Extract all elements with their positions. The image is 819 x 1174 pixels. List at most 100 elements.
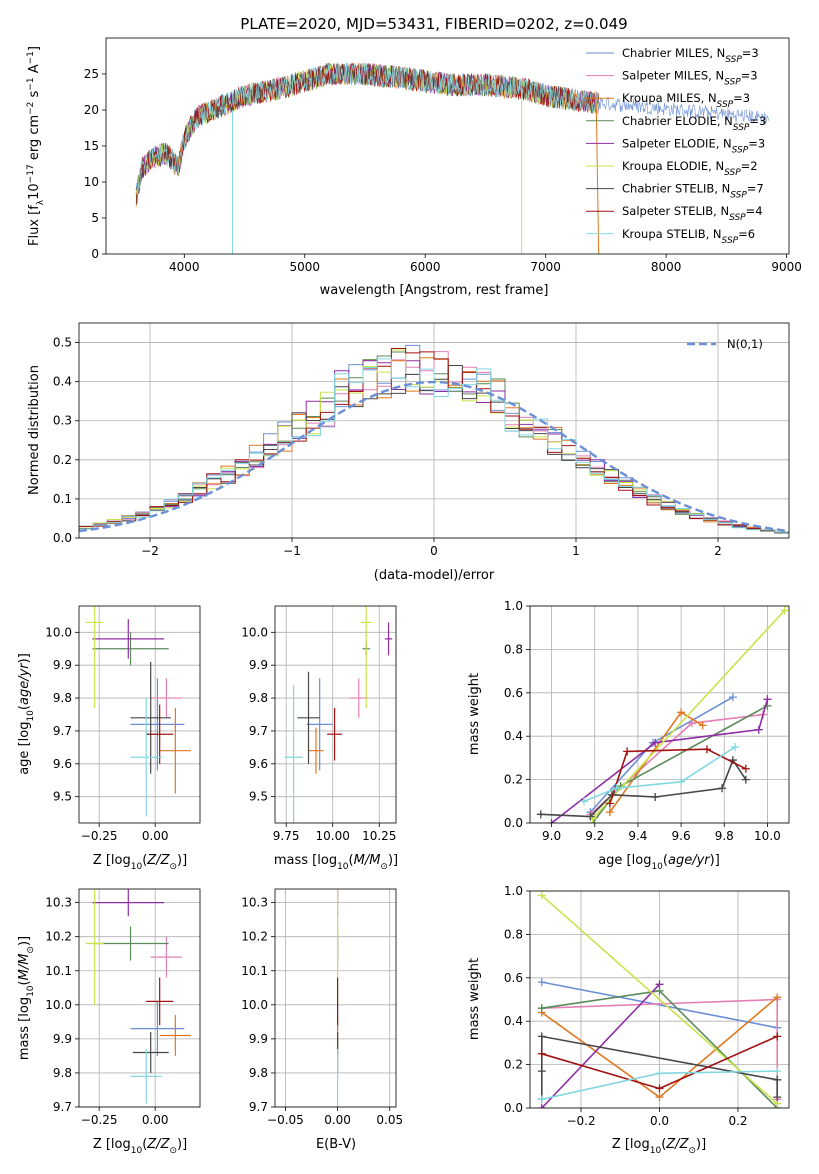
age-vs-mass-panel <box>271 605 397 827</box>
x-axis-label: E(B-V) <box>316 1137 356 1152</box>
x-axis-label: mass [log10(M/M⊙)] <box>274 853 398 872</box>
series-point <box>536 810 545 819</box>
x-tick-label: 9000 <box>771 260 802 274</box>
series-point <box>773 1093 782 1102</box>
y-tick-label: 10.0 <box>45 998 72 1012</box>
series-point <box>702 745 711 754</box>
y-tick-label: 0.3 <box>53 414 72 428</box>
x-tick-label: 8000 <box>651 260 682 274</box>
mass-vs-EBV-panel <box>271 888 397 1111</box>
y-tick-label: 10.3 <box>241 896 268 910</box>
legend-entry: Kroupa ELODIE, NSSP=2 <box>622 159 758 178</box>
y-axis-label: age [log10(age/yr)] <box>17 653 36 775</box>
y-tick-label: 25 <box>84 67 99 81</box>
residuals-marks <box>79 344 789 534</box>
massweight-vs-age-marks <box>536 606 789 823</box>
y-axis-label: mass [log10(M/M⊙)] <box>17 936 36 1060</box>
y-tick-label: 0.5 <box>53 336 72 350</box>
x-axis-label: Z [log10(Z/Z⊙)] <box>612 1137 706 1156</box>
y-tick-label: 9.5 <box>249 790 268 804</box>
series-point <box>687 719 696 728</box>
x-tick-label: 10.0 <box>754 829 781 843</box>
y-tick-label: 9.7 <box>249 724 268 738</box>
axes-frame <box>78 605 201 824</box>
axes-frame <box>529 890 790 1109</box>
y-tick-label: 10.1 <box>45 964 72 978</box>
legend-entry: Kroupa STELIB, NSSP=6 <box>622 227 755 246</box>
legend-entry: Chabrier MILES, NSSP=3 <box>622 46 759 65</box>
series-point <box>698 721 707 730</box>
y-tick-label: 9.7 <box>53 1100 72 1114</box>
y-tick-label: 0.2 <box>53 453 72 467</box>
legend-entry: Salpeter STELIB, NSSP=4 <box>622 204 763 223</box>
series-point <box>612 784 621 793</box>
x-tick-label: 0.2 <box>728 1114 747 1128</box>
massweight-vs-age-panel <box>526 605 790 827</box>
y-axis-label: mass weight <box>467 958 482 1040</box>
y-tick-label: 1.0 <box>504 599 523 613</box>
y-tick-label: 9.8 <box>53 691 72 705</box>
series-point <box>537 1067 546 1076</box>
x-tick-label: 1 <box>572 544 580 558</box>
x-tick-label: 10.25 <box>362 829 396 843</box>
series-line <box>551 699 769 823</box>
y-tick-label: 9.7 <box>249 1100 268 1114</box>
series-point <box>623 747 632 756</box>
y-tick-label: 0.8 <box>504 642 523 656</box>
y-tick-label: 15 <box>84 139 99 153</box>
y-tick-label: 0.8 <box>504 927 523 941</box>
series-point <box>605 799 614 808</box>
series-point <box>728 693 737 702</box>
x-tick-label: −2 <box>141 544 159 558</box>
y-tick-label: 0.4 <box>504 729 523 743</box>
x-tick-label: 9.4 <box>628 829 647 843</box>
gaussian-curve <box>79 380 789 533</box>
legend-entry: Chabrier STELIB, NSSP=7 <box>622 182 764 201</box>
series-point <box>537 1032 546 1041</box>
x-tick-label: 6000 <box>410 260 441 274</box>
series-point <box>763 695 772 704</box>
axes-frame <box>78 322 790 539</box>
series-line <box>609 748 747 804</box>
x-tick-label: −0.25 <box>81 1113 118 1127</box>
x-tick-label: 0.00 <box>142 1113 169 1127</box>
legend-entry: Kroupa MILES, NSSP=3 <box>622 91 750 110</box>
mass-vs-Z-panel <box>75 888 201 1111</box>
x-tick-label: −1 <box>283 544 301 558</box>
y-axis-label: mass weight <box>467 673 482 755</box>
x-tick-label: 0.00 <box>324 1113 351 1127</box>
histogram-step <box>79 348 789 533</box>
x-axis-label: wavelength [Angstrom, rest frame] <box>320 283 549 298</box>
y-tick-label: 9.9 <box>249 1032 268 1046</box>
x-tick-label: 4000 <box>169 260 200 274</box>
residuals-panel <box>75 322 790 542</box>
age-vs-Z-marks <box>85 606 192 817</box>
spectrum-line <box>135 62 599 196</box>
y-tick-label: 0.4 <box>53 375 72 389</box>
y-tick-label: 10 <box>84 175 99 189</box>
x-axis-label: (data-model)/error <box>374 568 495 583</box>
y-tick-label: 9.9 <box>249 658 268 672</box>
legend-entry: Chabrier ELODIE, NSSP=3 <box>622 114 766 133</box>
x-axis-label: Z [log10(Z/Z⊙)] <box>93 853 187 872</box>
y-tick-label: 0.6 <box>504 686 523 700</box>
series-point <box>586 812 595 821</box>
y-tick-label: 10.0 <box>241 998 268 1012</box>
series-point <box>741 764 750 773</box>
y-tick-label: 9.7 <box>53 724 72 738</box>
series-point <box>547 819 556 823</box>
legend-entry: Salpeter MILES, NSSP=3 <box>622 69 758 88</box>
y-tick-label: 9.8 <box>249 691 268 705</box>
x-tick-label: 9.2 <box>585 829 604 843</box>
axes-frame <box>274 605 397 824</box>
axes-frame <box>274 888 397 1108</box>
series-point <box>773 1032 782 1041</box>
age-vs-Z-panel <box>75 605 201 827</box>
series-line <box>541 981 778 1029</box>
x-tick-label: 5000 <box>289 260 320 274</box>
series-point <box>677 777 686 786</box>
series-point <box>537 891 546 900</box>
y-tick-label: 9.5 <box>53 790 72 804</box>
series-point <box>537 1004 546 1013</box>
